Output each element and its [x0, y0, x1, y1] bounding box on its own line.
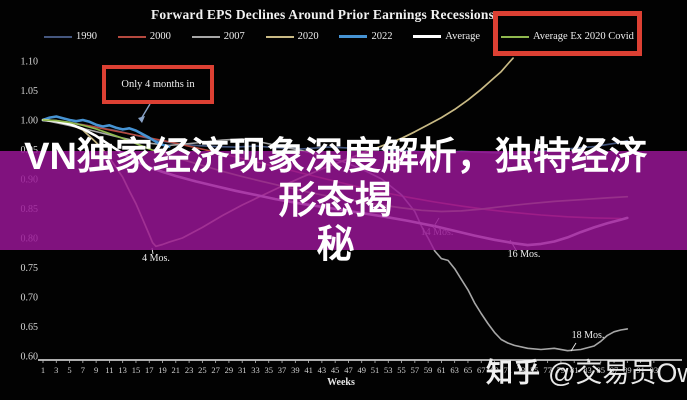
x-tick-label: 79: [557, 365, 566, 375]
legend-item-2007: 2007: [191, 31, 245, 42]
watermark: 知乎 @交易员Owen: [486, 351, 687, 390]
x-tick-label: 9: [94, 365, 98, 375]
x-tick-label: 65: [464, 365, 473, 375]
x-tick-label: 17: [145, 365, 154, 375]
y-tick-label: 1.05: [21, 86, 39, 97]
x-tick-label: 55: [397, 365, 406, 375]
legend-swatch: [191, 35, 220, 38]
x-tick-label: 43: [318, 365, 327, 375]
x-tick-label: 15: [132, 365, 141, 375]
legend-label: 2007: [223, 31, 245, 42]
x-tick-label: 41: [304, 365, 313, 375]
x-tick-label: 35: [265, 365, 274, 375]
series-line-2007: [42, 119, 629, 352]
legend-label: Average: [445, 31, 481, 42]
callout-arrow-line: [140, 103, 151, 120]
x-tick-label: 23: [185, 365, 194, 375]
legend-highlight-box: [493, 11, 642, 56]
y-tick-label: 0.70: [21, 293, 39, 304]
x-tick-label: 57: [411, 365, 420, 375]
legend-swatch: [339, 35, 368, 38]
y-tick-label: 0.60: [21, 352, 39, 363]
legend-label: Average Ex 2020 Covid: [532, 31, 634, 42]
x-tick-label: 75: [530, 365, 539, 375]
annotation-pointer: [570, 342, 577, 352]
legend-label: 1990: [76, 31, 97, 42]
x-tick-label: 61: [437, 365, 446, 375]
y-tick-label: 0.65: [21, 322, 39, 333]
x-tick-label: 29: [225, 365, 234, 375]
x-tick-label: 81: [570, 365, 579, 375]
chart-title: Forward EPS Declines Around Prior Earnin…: [150, 7, 495, 22]
x-tick-label: 83: [583, 365, 592, 375]
legend-swatch: [44, 35, 72, 38]
x-tick-label: 47: [344, 365, 353, 375]
y-tick-label: 0.95: [21, 145, 39, 156]
x-tick-label: 5: [67, 365, 71, 375]
legend-swatch: [117, 35, 146, 38]
x-tick-label: 89: [623, 365, 632, 375]
y-tick-label: 1.10: [21, 57, 39, 68]
annotation-label: 16 Mos.: [508, 249, 541, 260]
watermark-brand: 知乎: [486, 358, 540, 388]
x-tick-label: 51: [371, 365, 380, 375]
x-tick-label: 49: [357, 365, 366, 375]
x-tick-label: 13: [118, 365, 127, 375]
x-tick-label: 3: [54, 365, 58, 375]
y-tick-label: 0.75: [21, 263, 39, 274]
legend-item-2000: 2000: [117, 31, 171, 42]
y-tick-label: 1.00: [21, 116, 39, 127]
legend-swatch: [500, 35, 529, 38]
x-tick-label: 71: [504, 365, 513, 375]
legend-swatch: [265, 35, 294, 38]
callout-box: Only 4 months in: [102, 65, 214, 104]
x-tick-label: 19: [158, 365, 167, 375]
x-tick-label: 33: [251, 365, 260, 375]
x-tick-label: 25: [198, 365, 207, 375]
x-tick-label: 27: [211, 365, 220, 375]
annotation-label: 18 Mos.: [572, 330, 605, 341]
x-tick-label: 7: [81, 365, 85, 375]
x-tick-label: 87: [610, 365, 619, 375]
watermark-handle: @交易员Owen: [548, 358, 687, 388]
legend-item-average-ex-2020-covid: Average Ex 2020 Covid: [500, 31, 634, 42]
x-tick-label: 45: [331, 365, 340, 375]
x-axis-title: Weeks: [327, 377, 355, 388]
x-tick-label: 63: [450, 365, 459, 375]
series-line-2022: [41, 115, 171, 148]
x-tick-label: 77: [543, 365, 552, 375]
headline-text: VN独家经济现象深度解析，独特经济形态揭 秘: [24, 135, 647, 266]
x-tick-label: 37: [278, 365, 287, 375]
headline-overlay-band: VN独家经济现象深度解析，独特经济形态揭 秘: [0, 136, 687, 266]
callout-text: Only 4 months in: [121, 79, 195, 90]
chart-legend: 1990 2000 2007 2020 2022 Average Average Ex 20…: [44, 31, 634, 42]
legend-label: 2022: [371, 31, 393, 42]
x-tick-label: 91: [636, 365, 645, 375]
annotation-label: 4 Mos.: [142, 253, 170, 264]
x-tick-label: 93: [650, 365, 659, 375]
legend-item-average: Average: [413, 31, 480, 42]
legend-label: 2000: [149, 31, 171, 42]
legend-item-1990: 1990: [44, 31, 97, 42]
x-tick-label: 59: [424, 365, 433, 375]
callout-arrow-head: [138, 116, 145, 123]
x-tick-label: 1: [41, 365, 45, 375]
legend-item-2022: 2022: [339, 31, 392, 42]
x-tick-label: 39: [291, 365, 300, 375]
legend-item-2020: 2020: [265, 31, 319, 42]
x-tick-label: 11: [105, 365, 113, 375]
x-tick-label: 73: [517, 365, 526, 375]
x-tick-label: 67: [477, 365, 486, 375]
x-tick-label: 69: [490, 365, 499, 375]
x-tick-label: 85: [597, 365, 606, 375]
legend-swatch: [413, 35, 442, 38]
x-tick-label: 21: [172, 365, 181, 375]
x-tick-label: 31: [238, 365, 247, 375]
x-tick-label: 53: [384, 365, 393, 375]
legend-label: 2020: [297, 31, 319, 42]
